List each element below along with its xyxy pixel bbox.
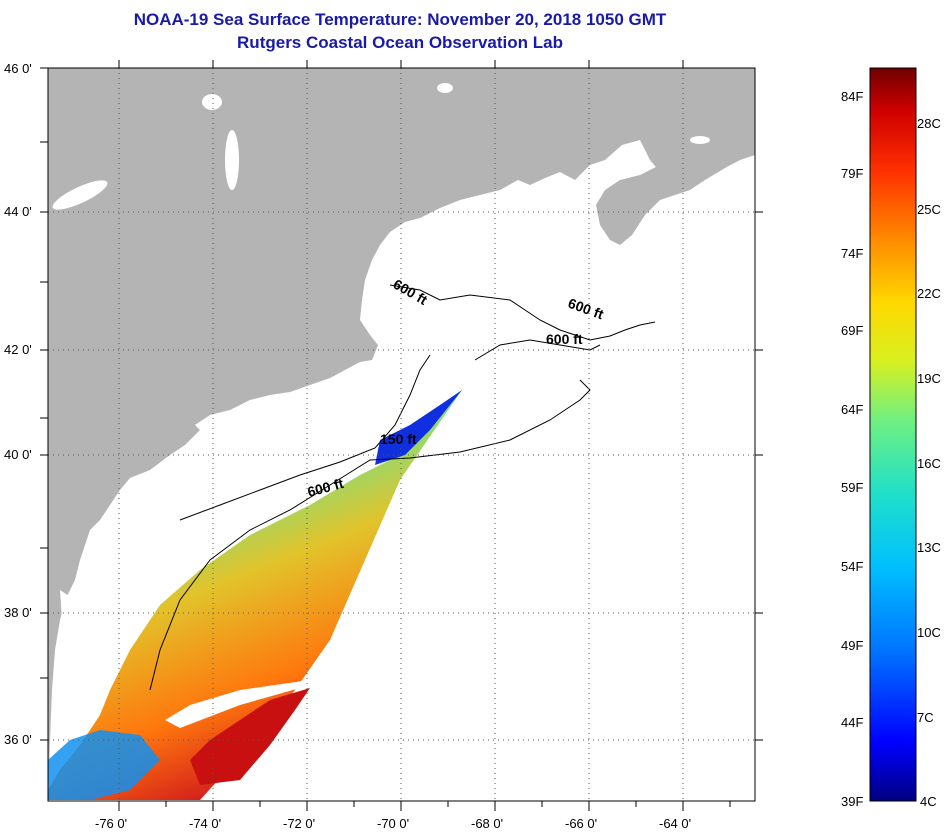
lon-tick-label: -64 0' xyxy=(659,816,691,831)
contour-label: 600 ft xyxy=(546,331,583,347)
long-island-sound xyxy=(200,392,345,440)
nova-scotia xyxy=(596,105,755,245)
colorbar-label-c: 7C xyxy=(917,710,934,725)
lon-tick-label: -76 0' xyxy=(95,816,127,831)
contour-600ft-georges xyxy=(474,339,601,361)
contour-label: 150 ft xyxy=(380,431,417,447)
contour-600ft-gom xyxy=(389,284,656,341)
lon-tick-label: -66 0' xyxy=(565,816,597,831)
chesapeake-bay xyxy=(60,590,100,720)
lon-tick-label: -70 0' xyxy=(377,816,409,831)
colorbar-label-f: 84F xyxy=(841,89,863,104)
colorbar-label-c: 13C xyxy=(917,540,941,555)
colorbar-label-c: 19C xyxy=(917,371,941,386)
colorbar-label-c: 28C xyxy=(917,116,941,131)
lon-ticks xyxy=(118,60,731,811)
lake xyxy=(437,83,453,93)
lon-tick-label: -74 0' xyxy=(189,816,221,831)
chart-subtitle: Rutgers Coastal Ocean Observation Lab xyxy=(237,33,563,52)
chart-title: NOAA-19 Sea Surface Temperature: Novembe… xyxy=(133,10,667,29)
contour-600ft-shelf xyxy=(149,379,591,691)
sst-warm-core xyxy=(190,688,310,785)
landmass xyxy=(48,68,755,800)
lake-champlain xyxy=(225,130,239,190)
lat-tick-label: 36 0' xyxy=(4,732,32,747)
colorbar-label-f: 69F xyxy=(841,323,863,338)
contour-150ft xyxy=(179,354,431,521)
lake xyxy=(690,136,710,144)
lon-tick-label: -72 0' xyxy=(283,816,315,831)
lon-axis: -76 0' -74 0' -72 0' -70 0' -68 0' -66 0… xyxy=(95,816,691,831)
colorbar-label-c: 16C xyxy=(917,456,941,471)
lat-tick-label: 42 0' xyxy=(4,342,32,357)
colorbar-celsius-labels: 28C 25C 22C 19C 16C 13C 10C 7C 4C xyxy=(917,116,941,809)
lon-tick-label: -68 0' xyxy=(471,816,503,831)
colorbar-label-c: 25C xyxy=(917,202,941,217)
lat-tick-label: 44 0' xyxy=(4,204,32,219)
lat-tick-label: 38 0' xyxy=(4,605,32,620)
colorbar-label-f: 49F xyxy=(841,638,863,653)
colorbar-label-c: 22C xyxy=(917,286,941,301)
colorbar-label-f: 54F xyxy=(841,559,863,574)
colorbar-fahrenheit-labels: 84F 79F 74F 69F 64F 59F 54F 49F 44F 39F xyxy=(841,89,863,809)
sst-coastal-blue xyxy=(48,730,160,800)
colorbar-label-f: 39F xyxy=(841,794,863,809)
graticule xyxy=(48,68,755,801)
cloud-gap xyxy=(165,680,310,728)
lake xyxy=(202,94,222,110)
lake-ontario xyxy=(52,180,108,210)
colorbar-label-c: 10C xyxy=(917,625,941,640)
sst-cold-patch xyxy=(375,390,462,465)
colorbar-label-f: 64F xyxy=(841,402,863,417)
colorbar-label-c: 4C xyxy=(920,794,937,809)
lat-ticks xyxy=(40,67,763,741)
colorbar-label-f: 79F xyxy=(841,166,863,181)
temperature-colorbar xyxy=(869,67,917,802)
delaware-bay xyxy=(100,505,125,545)
lat-axis: 46 0' 44 0' 42 0' 40 0' 38 0' 36 0' xyxy=(4,61,32,747)
colorbar-label-f: 44F xyxy=(841,715,863,730)
lat-tick-label: 40 0' xyxy=(4,447,32,462)
colorbar-label-f: 74F xyxy=(841,246,863,261)
lat-tick-label: 46 0' xyxy=(4,61,32,76)
colorbar-label-f: 59F xyxy=(841,480,863,495)
sst-swath xyxy=(48,390,462,800)
